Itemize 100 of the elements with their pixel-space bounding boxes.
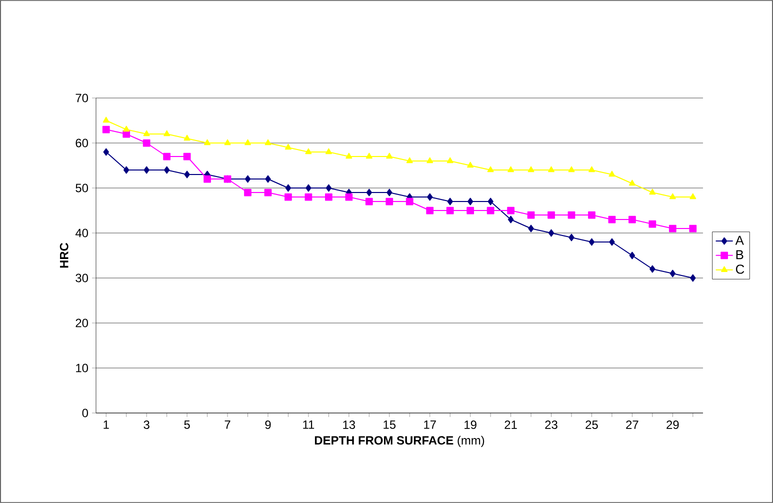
- point: [183, 152, 191, 160]
- point: [244, 175, 251, 183]
- point: [548, 229, 554, 237]
- x-tick-label: 7: [224, 420, 230, 429]
- y-tick-label: 70: [76, 94, 88, 102]
- point: [284, 193, 292, 201]
- x-tick-label: 17: [424, 420, 436, 429]
- y-tick-label: 0: [82, 408, 88, 418]
- point: [304, 193, 312, 201]
- point: [426, 193, 433, 201]
- point: [568, 211, 576, 219]
- point: [466, 206, 474, 214]
- point: [528, 224, 534, 232]
- point: [144, 166, 150, 174]
- point: [447, 198, 453, 206]
- point: [588, 166, 595, 172]
- point: [488, 198, 494, 206]
- point: [265, 175, 271, 183]
- point: [548, 166, 555, 172]
- point: [284, 144, 292, 150]
- point: [650, 265, 656, 273]
- point: [386, 152, 393, 159]
- point: [163, 152, 171, 160]
- point: [305, 148, 312, 154]
- point: [588, 211, 596, 219]
- point: [467, 162, 474, 168]
- point: [325, 148, 332, 154]
- point: [609, 238, 615, 246]
- y-tick-label: 10: [76, 364, 88, 372]
- point: [690, 193, 696, 200]
- point: [184, 134, 190, 141]
- point: [386, 188, 392, 196]
- point: [406, 198, 414, 206]
- point: [426, 157, 434, 164]
- x-tick-label: 3: [144, 420, 150, 429]
- point: [629, 252, 636, 260]
- point: [204, 175, 211, 183]
- point: [508, 166, 514, 172]
- point: [345, 193, 353, 201]
- point: [508, 216, 514, 224]
- x-tick-label: 13: [343, 420, 356, 429]
- x-tick-label: 9: [265, 420, 271, 429]
- point: [487, 166, 494, 172]
- x-tick-label: 19: [464, 420, 476, 429]
- point: [426, 206, 434, 214]
- point: [346, 152, 352, 159]
- y-tick-label: 50: [76, 184, 88, 192]
- point: [264, 188, 272, 196]
- point: [264, 139, 272, 146]
- point: [143, 130, 150, 136]
- point: [164, 130, 170, 136]
- point: [628, 180, 636, 186]
- point: [103, 148, 110, 156]
- point: [164, 166, 170, 174]
- x-tick-label: 15: [384, 420, 396, 429]
- point: [608, 170, 616, 177]
- point: [366, 152, 372, 159]
- point: [668, 224, 676, 232]
- point: [306, 184, 312, 192]
- point: [244, 188, 252, 196]
- point: [123, 126, 130, 132]
- point: [446, 206, 454, 214]
- legend-label: C: [736, 264, 744, 274]
- point: [102, 116, 110, 123]
- x-tick-label: 27: [626, 420, 638, 429]
- point: [467, 198, 474, 206]
- point: [366, 188, 372, 196]
- point: [568, 166, 575, 172]
- point: [486, 206, 494, 214]
- point: [326, 184, 332, 192]
- point: [285, 184, 292, 192]
- point: [670, 270, 676, 278]
- point: [588, 238, 595, 246]
- y-tick-label: 30: [76, 274, 88, 282]
- point: [224, 139, 231, 146]
- point: [507, 206, 514, 214]
- point: [244, 139, 252, 146]
- point: [325, 193, 332, 201]
- x-tick-label: 25: [586, 420, 598, 429]
- legend-label: A: [735, 236, 744, 245]
- x-tick-label: 23: [545, 420, 558, 429]
- point: [628, 216, 636, 224]
- point: [608, 216, 616, 224]
- point: [123, 166, 130, 174]
- legend-label: B: [736, 250, 744, 260]
- point: [548, 211, 555, 219]
- x-tick-label: 21: [504, 420, 517, 429]
- y-tick-label: 20: [76, 318, 88, 328]
- point: [689, 224, 697, 232]
- point: [649, 188, 656, 195]
- point: [102, 126, 110, 134]
- x-tick-label: 5: [184, 420, 190, 429]
- point: [669, 193, 676, 200]
- y-tick-label: 40: [75, 228, 88, 238]
- point: [527, 211, 535, 219]
- y-tick-label: 60: [76, 138, 88, 148]
- point: [568, 234, 574, 242]
- point: [528, 166, 534, 172]
- point: [142, 139, 150, 147]
- point: [204, 139, 211, 146]
